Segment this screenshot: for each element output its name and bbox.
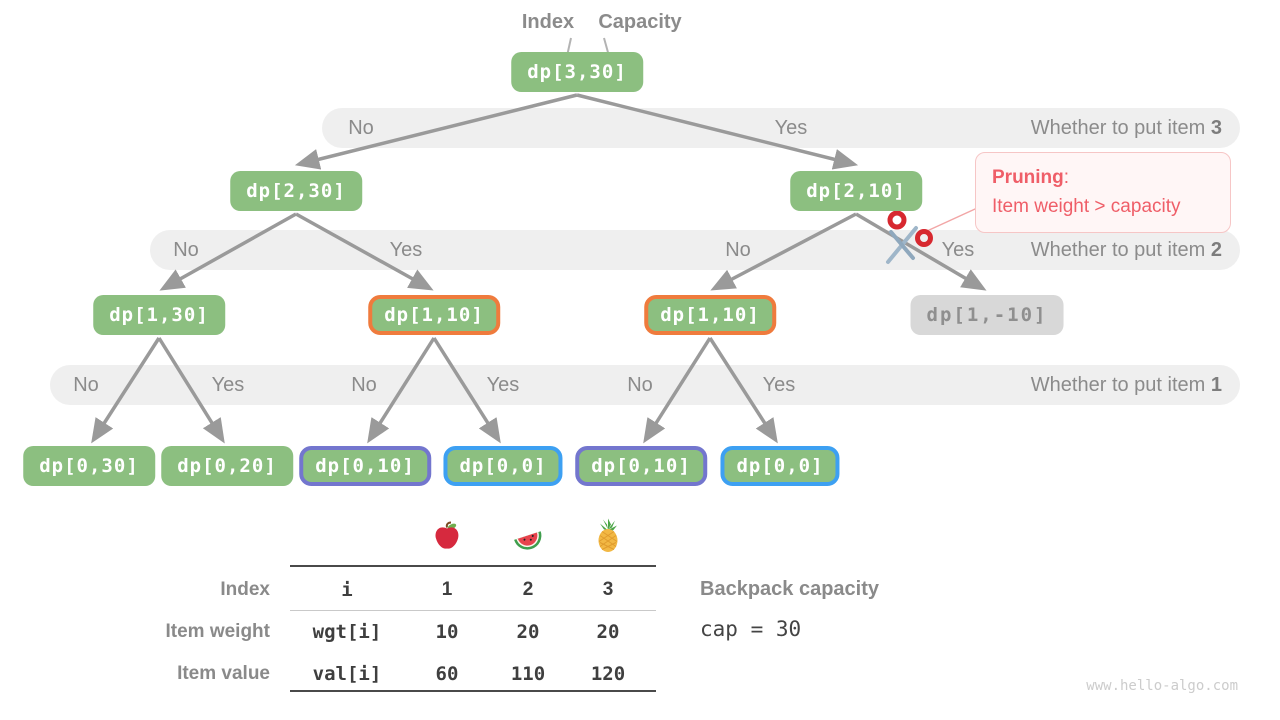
- branch-label-no: No: [627, 374, 653, 396]
- branch-label-yes: Yes: [211, 374, 245, 396]
- tree-edge: [708, 337, 778, 444]
- pruning-description: Item weight > capacity: [992, 196, 1181, 218]
- tree-edge: [367, 337, 436, 444]
- watermelon-icon: [511, 522, 545, 559]
- pruning-title: Pruning:: [992, 167, 1070, 188]
- table-value-cell: 3: [602, 579, 614, 600]
- table-value-cell: 20: [596, 621, 620, 643]
- dp-node: dp[0,30]: [23, 446, 155, 486]
- table-value-cell: 110: [510, 663, 546, 685]
- branch-label-yes: Yes: [389, 239, 423, 261]
- table-row-label: Index: [220, 579, 270, 600]
- table-code-cell: i: [341, 579, 353, 601]
- branch-label-no: No: [73, 374, 99, 396]
- dp-node: dp[0,0]: [720, 446, 840, 486]
- table-value-cell: 20: [516, 621, 540, 643]
- branch-label-yes: Yes: [941, 239, 975, 261]
- branch-label-no: No: [351, 374, 377, 396]
- tree-edge: [295, 212, 434, 291]
- scissors-icon: [886, 210, 933, 264]
- table-rule-top: [290, 565, 656, 567]
- decision-band-item-3: No Yes Whether to put item 3: [322, 108, 1240, 148]
- branch-label-yes: Yes: [762, 374, 796, 396]
- index-label: Index: [521, 11, 575, 33]
- tree-edge: [710, 212, 857, 291]
- dp-node: dp[1,-10]: [910, 295, 1064, 335]
- dp-node: dp[0,10]: [575, 446, 707, 486]
- band-question: Whether to put item 1: [1030, 374, 1222, 396]
- band-question: Whether to put item 2: [1030, 239, 1222, 261]
- table-code-cell: wgt[i]: [312, 621, 382, 643]
- band-question: Whether to put item 3: [1030, 117, 1222, 139]
- table-value-cell: 2: [522, 579, 534, 600]
- tree-edge: [91, 337, 161, 444]
- dp-node: dp[0,10]: [299, 446, 431, 486]
- branch-label-yes: Yes: [486, 374, 520, 396]
- tree-edge: [855, 212, 987, 291]
- tree-edge: [159, 212, 297, 291]
- table-value-cell: 60: [435, 663, 459, 685]
- dp-node: dp[2,30]: [230, 171, 362, 211]
- backpack-capacity-value: cap = 30: [700, 617, 802, 641]
- table-rule-mid: [290, 610, 656, 611]
- pruning-callout: Pruning: Item weight > capacity: [975, 152, 1231, 233]
- decision-band-item-1: No Yes No Yes No Yes Whether to put item 1: [50, 365, 1240, 405]
- dp-node: dp[3,30]: [511, 52, 643, 92]
- capacity-label: Capacity: [598, 11, 682, 33]
- table-rule-bottom: [290, 690, 656, 692]
- branch-label-no: No: [173, 239, 199, 261]
- tree-edge: [294, 93, 578, 170]
- tree-edge: [576, 93, 859, 170]
- table-code-cell: val[i]: [312, 663, 382, 685]
- dp-node: dp[2,10]: [790, 171, 922, 211]
- dp-node: dp[1,10]: [644, 295, 776, 335]
- tree-edge: [432, 337, 501, 444]
- tree-edge: [643, 337, 712, 444]
- apple-icon: [431, 520, 463, 557]
- tree-edge: [157, 337, 225, 444]
- pineapple-icon: [592, 518, 624, 559]
- table-row-label: Item value: [177, 663, 270, 684]
- dp-node: dp[1,30]: [93, 295, 225, 335]
- table-row-label: Item weight: [165, 621, 270, 642]
- dp-node: dp[0,20]: [161, 446, 293, 486]
- backpack-capacity-label: Backpack capacity: [700, 578, 880, 600]
- watermark: www.hello-algo.com: [1086, 678, 1238, 694]
- decision-band-item-2: No Yes No Yes Whether to put item 2: [150, 230, 1240, 270]
- dp-node: dp[0,0]: [443, 446, 563, 486]
- table-value-cell: 10: [435, 621, 459, 643]
- branch-label-no: No: [348, 117, 374, 139]
- branch-label-no: No: [725, 239, 751, 261]
- table-value-cell: 120: [590, 663, 626, 685]
- branch-label-yes: Yes: [774, 117, 808, 139]
- table-value-cell: 1: [441, 579, 453, 600]
- dp-node: dp[1,10]: [368, 295, 500, 335]
